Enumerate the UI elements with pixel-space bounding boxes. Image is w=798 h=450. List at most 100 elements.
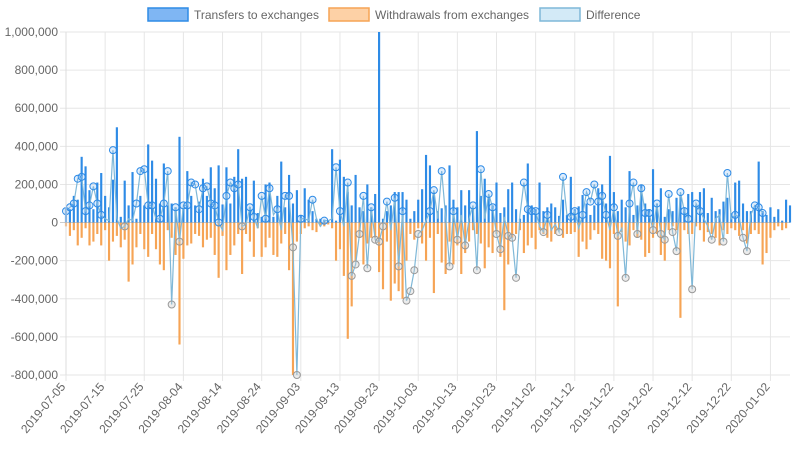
withdrawal-bar	[143, 222, 146, 250]
transfer-bar	[777, 209, 780, 223]
legend-item-transfers[interactable]: Transfers to exchanges	[147, 7, 319, 22]
transfer-bar	[687, 193, 690, 223]
transfer-bar	[92, 209, 95, 223]
y-tick-label: 200,000	[15, 177, 59, 191]
difference-point	[171, 203, 180, 212]
difference-point	[175, 237, 184, 246]
withdrawal-bar	[667, 222, 670, 231]
withdrawal-bar	[303, 222, 306, 229]
difference-point	[484, 189, 493, 198]
legend-swatch	[328, 7, 370, 22]
transfer-bar	[307, 199, 310, 223]
difference-point	[261, 214, 270, 223]
withdrawal-bar	[624, 222, 627, 242]
withdrawal-bar	[154, 222, 158, 250]
difference-point	[692, 199, 701, 208]
transfer-bar	[738, 180, 741, 223]
transfer-bar	[702, 188, 705, 223]
transfer-bar	[260, 216, 263, 223]
withdrawal-bar	[585, 222, 588, 250]
transfer-bar	[483, 178, 486, 223]
transfer-bar	[491, 205, 494, 223]
withdrawal-bar	[530, 222, 533, 238]
withdrawal-bar	[260, 222, 263, 257]
difference-point	[382, 197, 391, 206]
withdrawal-bar	[507, 222, 510, 265]
difference-point	[273, 205, 282, 214]
transfer-bar	[558, 215, 561, 223]
transfer-bar	[757, 161, 760, 223]
withdrawal-bar	[362, 222, 365, 265]
transfer-bar	[331, 149, 334, 223]
withdrawal-bar	[757, 222, 760, 234]
transfer-bar	[182, 209, 185, 223]
withdrawal-bar	[213, 222, 216, 255]
difference-point	[731, 210, 740, 219]
transfer-bar	[428, 165, 432, 223]
difference-point	[472, 266, 481, 275]
transfer-bar	[608, 155, 612, 223]
difference-point	[226, 178, 235, 187]
difference-point	[629, 178, 638, 187]
transfer-bar	[671, 211, 674, 223]
withdrawal-bar	[209, 222, 212, 238]
withdrawal-bar	[456, 222, 459, 246]
transfer-bar	[100, 173, 103, 223]
legend-label: Difference	[586, 8, 641, 22]
difference-point	[265, 184, 274, 193]
difference-point	[680, 207, 689, 216]
difference-point	[191, 180, 200, 189]
difference-point	[332, 163, 341, 172]
withdrawal-bar	[248, 222, 252, 242]
difference-point	[93, 199, 102, 208]
transfer-bar	[72, 195, 75, 223]
transfer-bar	[385, 211, 388, 223]
transfer-bar	[201, 178, 205, 223]
transfer-bar	[252, 180, 255, 223]
transfer-bar	[526, 163, 529, 223]
withdrawal-bar	[773, 222, 776, 231]
withdrawal-bar	[409, 222, 412, 234]
difference-point	[445, 262, 454, 271]
legend-label: Transfers to exchanges	[194, 8, 319, 22]
withdrawal-bar	[135, 222, 138, 248]
transfer-bar	[745, 211, 749, 223]
transfer-bar	[76, 199, 79, 223]
transfer-bar	[190, 195, 193, 223]
legend[interactable]: Transfers to exchanges Withdrawals from e…	[147, 7, 641, 22]
transfer-bar	[620, 199, 623, 223]
withdrawal-bar	[417, 222, 420, 229]
withdrawal-bar	[659, 222, 662, 255]
legend-item-withdrawals[interactable]: Withdrawals from exchanges	[328, 7, 529, 22]
withdrawal-bar	[475, 222, 478, 234]
transfer-bar	[131, 172, 134, 223]
withdrawal-bar	[718, 222, 721, 246]
difference-point	[222, 191, 231, 200]
withdrawal-bar	[166, 222, 169, 231]
y-tick-label: 400,000	[15, 139, 59, 153]
difference-point	[375, 237, 384, 246]
difference-point	[719, 237, 728, 246]
difference-point	[625, 199, 634, 208]
difference-point	[437, 167, 446, 176]
withdrawal-bar	[201, 222, 205, 248]
withdrawal-bar	[683, 222, 686, 231]
withdrawal-bar	[131, 222, 134, 265]
y-tick-label: 600,000	[15, 101, 59, 115]
transfer-bar	[460, 190, 463, 223]
transfer-bar	[303, 188, 306, 223]
withdrawal-bar	[487, 222, 490, 248]
withdrawal-bar	[765, 222, 768, 254]
legend-item-difference[interactable]: Difference	[539, 7, 641, 22]
difference-point	[695, 207, 704, 216]
withdrawal-bar	[233, 222, 236, 246]
withdrawal-bar	[710, 222, 713, 234]
withdrawal-bar	[252, 222, 255, 257]
withdrawal-bar	[550, 222, 553, 242]
difference-point	[210, 201, 219, 210]
withdrawal-bar	[405, 222, 408, 261]
transfer-bar	[648, 209, 651, 223]
withdrawal-bar	[581, 222, 584, 242]
withdrawal-bar	[413, 222, 416, 240]
y-tick-label: 800,000	[15, 63, 59, 77]
